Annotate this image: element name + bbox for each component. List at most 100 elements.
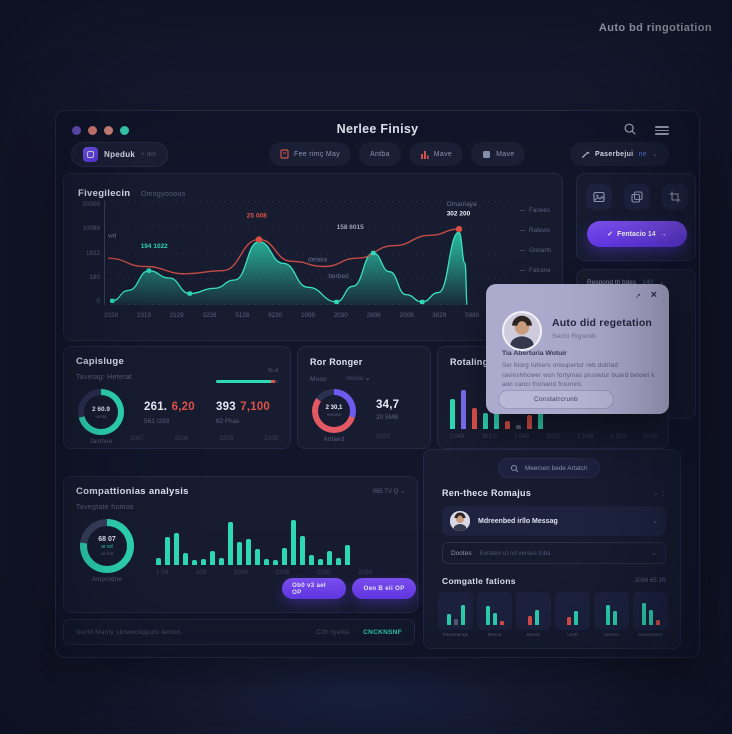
toolbar-button-mave-box[interactable]: Mave [471, 142, 526, 166]
select-row[interactable]: Dootes Eeraten ut nd verses tnba ⌄ [442, 542, 666, 564]
filter-dropdown[interactable]: Paserbejui ne ⌄ [570, 142, 669, 166]
chevron-down-icon[interactable]: ⌄ [659, 279, 665, 286]
toolbar-button-report[interactable]: Fee rimç May [269, 142, 351, 166]
stat-accent: 7,100 [240, 401, 271, 413]
popup-avatar [502, 311, 542, 351]
project-label: Npeduk [104, 150, 136, 159]
ror-dropdown[interactable]: Veuria ⌄ [346, 375, 371, 382]
capisluge-subtitle[interactable]: Tavetag: Heterat [76, 374, 133, 381]
bar [613, 611, 617, 625]
search-icon[interactable] [623, 122, 637, 136]
tick-label: 2319 [136, 312, 151, 319]
window-dot-1[interactable] [72, 126, 81, 135]
stat-value: 261. [144, 401, 168, 413]
overview-title: Fivegilecin [78, 188, 131, 199]
metric-tile[interactable]: eeuvwbilfer [633, 592, 668, 638]
analysis-button-1[interactable]: Ob0 v3 ael OP [282, 578, 346, 599]
svg-text:25 008: 25 008 [247, 213, 267, 220]
window-dot-2[interactable] [88, 126, 97, 135]
tick-label: 301.0 [481, 434, 497, 440]
close-icon[interactable]: × [650, 289, 657, 301]
member-name: Mdreenbed irllo Messag [478, 517, 558, 525]
team-section-controls[interactable]: ⌄ ⋮ [653, 491, 666, 497]
status-left: Nerld Manly sbrweckpputs lemon. [76, 628, 183, 636]
capisluge-stat-2: 393 7,100 62 Fhas [216, 397, 270, 425]
desktop-corner-title: Auto bd ringotiation [598, 22, 712, 34]
toolbar-button-antba[interactable]: Antba [359, 142, 401, 166]
ror-title: Ror Ronger [310, 357, 363, 367]
metric-tile[interactable]: Feemrainge [438, 592, 473, 638]
status-right-accent: CNCKNSNF [363, 628, 402, 636]
tick-label: 0 [96, 298, 100, 305]
bar [528, 615, 532, 625]
tick-label: 10089 [82, 225, 100, 233]
popup-subtitle: Secto Rigsimb [552, 333, 596, 340]
svg-text:Omamaya: Omamaya [447, 201, 477, 208]
cta-button[interactable]: ✓ Fentacio 14 → [587, 221, 687, 247]
metric-tile-label: Deers [527, 633, 540, 638]
overview-x-axis: 2028 2319 2129 3226 5128 9230 1099 2030 2808 2009… [104, 312, 512, 319]
team-section2-meta[interactable]: 2066 65 1R [634, 578, 666, 584]
tick-label: 1.332 [610, 434, 626, 440]
capisluge-title: Capisluge [76, 356, 125, 367]
arrow-right-icon: → [659, 230, 667, 238]
copy-icon[interactable] [624, 184, 650, 210]
capisluge-stat-1: 261. 6,20 561 /293 [144, 397, 195, 425]
capisluge-donut: 2 60.9 venta [78, 389, 124, 435]
bar [309, 554, 314, 565]
donut-sub: os fu9 [100, 551, 114, 556]
tick-label: 1822 [85, 249, 100, 257]
window-dot-3[interactable] [104, 126, 113, 135]
metric-tile-chart [633, 592, 668, 630]
metric-tile[interactable]: Urnft [555, 592, 590, 638]
crop-icon[interactable] [662, 184, 688, 210]
metric-tile-label: Urnft [567, 633, 578, 638]
bar [219, 558, 224, 565]
metric-tile[interactable]: Uemen [594, 592, 629, 638]
analysis-donut: 68 07 ar ed os fu9 [80, 519, 134, 573]
expand-icon[interactable]: ↗ [635, 293, 641, 300]
bar [641, 603, 646, 625]
cta-label: Fentacio 14 [617, 230, 656, 238]
tick-label: 1099 [300, 312, 315, 319]
tick-label: 180 [89, 273, 100, 281]
bar [201, 559, 206, 565]
tick-label: 10.00 [642, 434, 658, 440]
donut-sub: venta [95, 413, 107, 419]
window-traffic-dots[interactable] [72, 122, 136, 140]
tick-label: Fanees [520, 207, 560, 214]
bar [574, 611, 578, 625]
project-hint: + dm [141, 151, 156, 158]
metric-tile-chart [516, 592, 551, 630]
bar [165, 537, 170, 565]
member-row[interactable]: Mdreenbed irllo Messag ⌄ [442, 506, 666, 536]
image-icon[interactable] [586, 184, 612, 210]
bar [567, 617, 571, 625]
toolbar-button-mave-chart[interactable]: Mave [408, 142, 464, 166]
metric-tile[interactable]: Revce [477, 592, 512, 638]
menu-icon[interactable] [655, 124, 669, 137]
donut-value: 2 60.9 [91, 405, 111, 413]
tick-label: 2.1U6 [577, 434, 594, 440]
panel-search[interactable]: Meersen bede Artatch [498, 458, 600, 478]
project-button[interactable]: Npeduk + dm [71, 142, 168, 167]
popup-button[interactable]: Constatrcrunb [498, 390, 614, 409]
analysis-card: Compattionias analysis 065 TV Q ⌄ Tavegt… [63, 476, 418, 613]
respond-count: 140 [642, 279, 654, 286]
metric-tile-chart [438, 592, 473, 630]
bar [264, 559, 269, 565]
window-dot-4[interactable] [120, 126, 129, 135]
status-bar: Nerld Manly sbrweckpputs lemon. C2h Iyer… [63, 619, 415, 645]
bar [485, 605, 490, 625]
analysis-button-2[interactable]: Oen B eii OP [352, 578, 416, 599]
svg-text:194 1022: 194 1022 [141, 243, 168, 250]
toolbar-button-label: Mave [496, 150, 515, 158]
bar [300, 536, 305, 565]
bar [282, 547, 287, 565]
analysis-controls[interactable]: 065 TV Q ⌄ [372, 489, 405, 495]
tick-label: C049 [450, 434, 465, 440]
ror-donut: 2 30,1 verone [312, 389, 356, 433]
tick-label: 5988 [465, 312, 480, 319]
metric-tile[interactable]: Deers [516, 592, 551, 638]
ror-stat: 34,7 20 5MB [376, 399, 399, 421]
